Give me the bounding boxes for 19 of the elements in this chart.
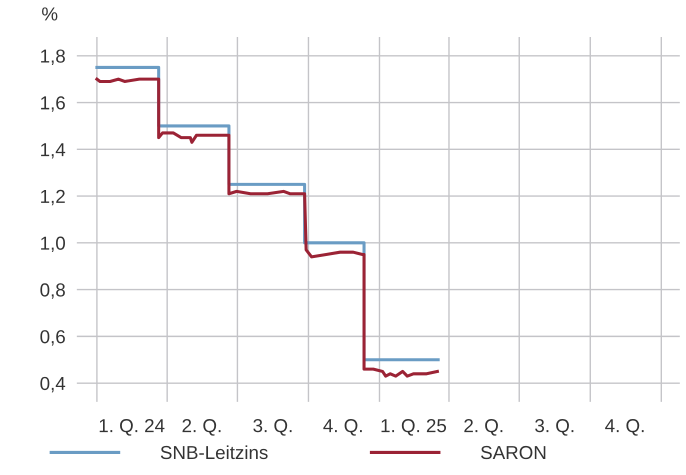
y-tick-label: 1,4 — [41, 143, 66, 158]
x-tick-label: 3. Q. — [253, 419, 292, 436]
x-tick-label: 4. Q. — [323, 419, 362, 436]
x-tick-label: 2. Q. — [182, 419, 221, 436]
y-tick-label: 0,4 — [40, 376, 66, 392]
y-axis-title: % — [42, 7, 58, 21]
y-tick-label: 1,6 — [41, 96, 65, 112]
y-tick-label: 0,6 — [40, 330, 65, 346]
x-tick-label: 3. Q. — [535, 419, 574, 436]
y-tick-label: 1,2 — [41, 190, 65, 206]
y-tick-label: 1,0 — [41, 236, 65, 252]
x-tick-label: 1. Q. 25 — [382, 419, 446, 436]
legend-label: SARON — [481, 446, 546, 460]
x-tick-label: 1. Q. 24 — [100, 419, 164, 436]
x-tick-label: 2. Q. — [464, 419, 502, 436]
y-tick-label: 0,8 — [40, 283, 65, 299]
x-tick-label: 4. Q. — [605, 419, 644, 436]
y-tick-label: 1,8 — [41, 49, 65, 65]
legend-label: SNB-Leitzins — [160, 445, 268, 460]
